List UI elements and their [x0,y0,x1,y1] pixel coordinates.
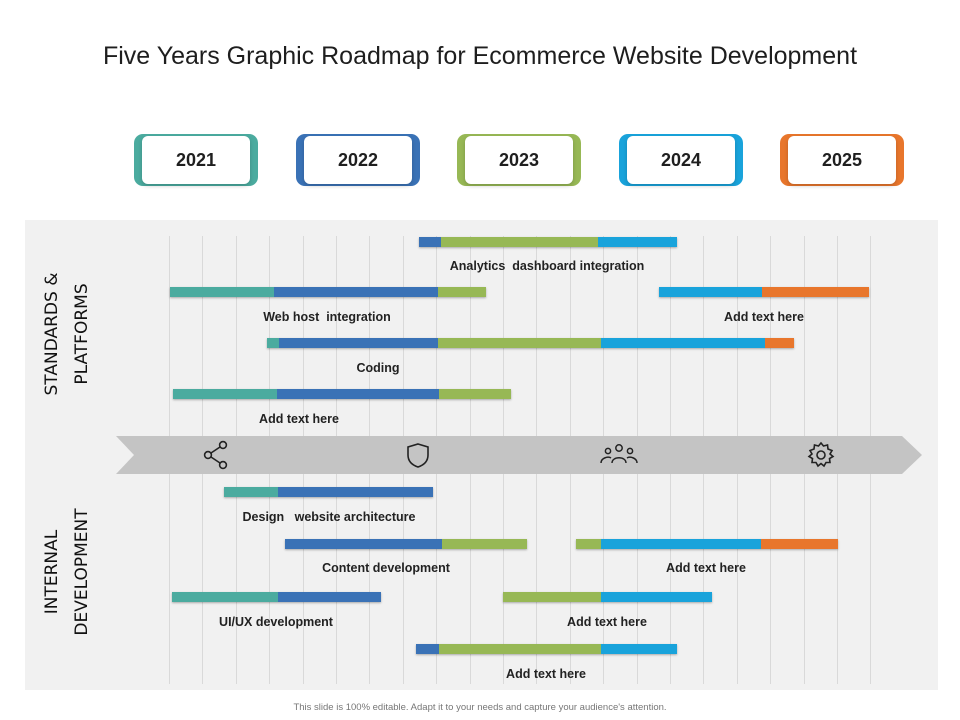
arrow-shape [116,436,922,474]
bar-segment-orange [761,539,838,549]
bar-segment-cyan [601,338,765,348]
bar-segment-blue [416,644,439,654]
bar-segment-cyan [598,237,677,247]
bar-segment-blue [278,487,433,497]
task-label-addtext_top_left: Add text here [259,412,339,426]
bar-segment-teal [173,389,277,399]
bar-segment-cyan [601,644,677,654]
year-card-2025: 2025 [780,134,904,186]
bar-segment-green [441,237,598,247]
bar-segment-green [438,338,601,348]
year-card-face [142,136,250,184]
task-label-coding: Coding [356,361,400,375]
year-card-face [627,136,735,184]
bar-segment-orange [765,338,794,348]
year-card-face [304,136,412,184]
task-bar-addtext_mid_right [576,539,838,549]
task-bar-addtext_mid [503,592,712,602]
task-bar-addtext_top_right [659,287,869,297]
bar-segment-teal [267,338,279,348]
task-label-addtext_mid: Add text here [567,615,647,629]
bar-segment-green [442,539,527,549]
task-label-addtext_mid_right: Add text here [666,561,746,575]
task-bar-addtext_bottom [416,644,677,654]
bar-segment-green [439,644,601,654]
bar-segment-blue [279,338,438,348]
task-bar-design [224,487,433,497]
bar-segment-teal [170,287,274,297]
year-card-face [788,136,896,184]
footer-note: This slide is 100% editable. Adapt it to… [293,702,667,713]
task-bar-content [285,539,527,549]
task-label-analytics: Analytics dashboard integration [449,259,645,273]
bar-segment-cyan [601,539,761,549]
year-card-2023: 2023 [457,134,581,186]
task-label-content: Content development [322,561,450,575]
bar-segment-teal [172,592,278,602]
bar-segment-blue [285,539,442,549]
task-bar-coding [267,338,794,348]
slide-title: Five Years Graphic Roadmap for Ecommerce… [102,42,858,70]
bar-segment-green [503,592,601,602]
team-icon [600,444,638,464]
bar-segment-green [439,389,511,399]
bar-segment-green [438,287,486,297]
task-bar-webhost [170,287,486,297]
bar-segment-blue [274,287,438,297]
task-label-webhost: Web host integration [263,310,391,324]
task-bar-analytics [419,237,677,247]
year-label: 2022 [337,149,379,170]
bar-segment-green [576,539,601,549]
year-card-2022: 2022 [296,134,420,186]
bar-segment-blue [278,592,381,602]
bar-segment-blue [419,237,441,247]
task-bar-uiux [172,592,381,602]
task-label-addtext_bottom: Add text here [506,667,586,681]
gear-icon [807,441,835,468]
task-label-addtext_top_right: Add text here [724,310,804,324]
bar-segment-cyan [659,287,762,297]
shield-icon [407,443,429,468]
bar-segment-orange [762,287,869,297]
task-bar-addtext_top_left [173,389,511,399]
year-label: 2023 [498,149,540,170]
task-label-design: Design website architecture [242,510,416,524]
year-card-face [465,136,573,184]
year-card-2024: 2024 [619,134,743,186]
bar-segment-blue [277,389,439,399]
task-label-uiux: UI/UX development [219,615,333,629]
year-label: 2024 [660,149,702,170]
bar-segment-teal [224,487,278,497]
year-label: 2025 [821,149,863,170]
year-card-2021: 2021 [134,134,258,186]
share-icon [203,440,228,470]
year-label: 2021 [175,149,217,170]
bar-segment-cyan [601,592,712,602]
